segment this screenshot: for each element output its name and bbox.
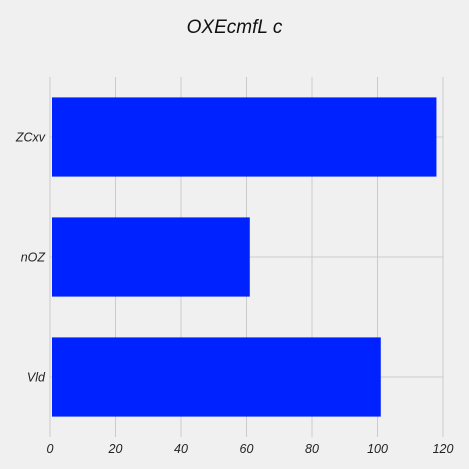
x-tick-labels: 0 20 40 60 80 100 120 [47, 442, 454, 456]
x-tick-label: 0 [47, 442, 54, 456]
bar-noz [52, 217, 250, 297]
y-tick-label: nOZ [21, 251, 46, 265]
bar-zcxv [52, 97, 437, 177]
y-tick-label: ZCxv [15, 131, 46, 145]
chart-title: OXEcmfL c [186, 17, 283, 38]
y-tick-labels: ZCxv nOZ Vld [15, 131, 46, 385]
x-tick-label: 60 [240, 442, 254, 456]
x-tick-label: 80 [305, 442, 319, 456]
bar-vld [52, 337, 381, 417]
x-tick-label: 120 [433, 442, 454, 456]
x-tick-label: 100 [367, 442, 388, 456]
y-tick-label: Vld [27, 371, 46, 385]
x-tick-label: 20 [108, 442, 123, 456]
bars [52, 97, 437, 417]
x-tick-label: 40 [174, 442, 188, 456]
